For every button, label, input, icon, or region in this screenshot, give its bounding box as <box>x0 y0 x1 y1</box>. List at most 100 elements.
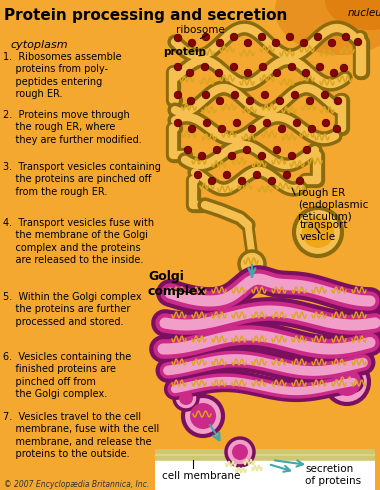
Circle shape <box>183 396 223 436</box>
Ellipse shape <box>275 0 380 55</box>
Circle shape <box>243 146 251 154</box>
Circle shape <box>203 119 211 127</box>
Circle shape <box>342 33 350 41</box>
Circle shape <box>190 403 216 429</box>
Circle shape <box>334 97 342 105</box>
Circle shape <box>314 33 322 41</box>
Text: transport
vesicle: transport vesicle <box>300 220 348 242</box>
Circle shape <box>276 97 284 105</box>
Circle shape <box>226 438 254 466</box>
Circle shape <box>186 69 194 77</box>
Circle shape <box>188 39 196 47</box>
Circle shape <box>223 171 231 179</box>
Circle shape <box>259 63 267 71</box>
Text: secretion
of proteins: secretion of proteins <box>305 464 361 486</box>
Circle shape <box>303 146 311 154</box>
Circle shape <box>268 177 276 185</box>
Circle shape <box>261 91 269 99</box>
Circle shape <box>306 97 314 105</box>
Circle shape <box>228 152 236 160</box>
Circle shape <box>174 119 182 127</box>
Circle shape <box>238 177 246 185</box>
Circle shape <box>294 208 342 256</box>
Circle shape <box>273 146 281 154</box>
Circle shape <box>213 146 221 154</box>
Circle shape <box>198 152 206 160</box>
Circle shape <box>202 91 210 99</box>
Circle shape <box>230 63 238 71</box>
Text: rough ER
(endoplasmic
reticulum): rough ER (endoplasmic reticulum) <box>298 188 368 221</box>
Circle shape <box>174 34 182 42</box>
Circle shape <box>233 119 241 127</box>
Circle shape <box>296 177 304 185</box>
Circle shape <box>174 386 198 410</box>
Circle shape <box>340 64 348 72</box>
Circle shape <box>194 171 202 179</box>
Text: 2.  Proteins move through
    the rough ER, where
    they are further modified.: 2. Proteins move through the rough ER, w… <box>3 110 142 145</box>
Circle shape <box>333 368 361 396</box>
Circle shape <box>253 171 261 179</box>
Circle shape <box>258 33 266 41</box>
Ellipse shape <box>325 0 380 30</box>
Circle shape <box>328 39 336 47</box>
Text: 7.  Vesicles travel to the cell
    membrane, fuse with the cell
    membrane, a: 7. Vesicles travel to the cell membrane,… <box>3 412 159 459</box>
FancyBboxPatch shape <box>155 450 375 490</box>
Circle shape <box>216 39 224 47</box>
Text: 1.  Ribosomes assemble
    proteins from poly-
    peptides entering
    rough E: 1. Ribosomes assemble proteins from poly… <box>3 52 122 99</box>
Circle shape <box>179 391 193 405</box>
Text: 3.  Transport vesicles containing
    the proteins are pinched off
    from the : 3. Transport vesicles containing the pro… <box>3 162 161 197</box>
Circle shape <box>246 97 254 105</box>
Circle shape <box>248 125 256 133</box>
Circle shape <box>174 63 182 71</box>
Circle shape <box>184 146 192 154</box>
Circle shape <box>321 91 329 99</box>
Circle shape <box>286 33 294 41</box>
Circle shape <box>239 251 265 277</box>
Text: 4.  Transport vesicles fuse with
    the membrane of the Golgi
    complex and t: 4. Transport vesicles fuse with the memb… <box>3 218 154 265</box>
Circle shape <box>316 63 324 71</box>
Circle shape <box>258 152 266 160</box>
Text: © 2007 Encyclopædia Britannica, Inc.: © 2007 Encyclopædia Britannica, Inc. <box>4 480 149 489</box>
Circle shape <box>187 97 195 105</box>
Circle shape <box>278 125 286 133</box>
Text: 5.  Within the Golgi complex
    the proteins are further
    processed and stor: 5. Within the Golgi complex the proteins… <box>3 292 142 327</box>
Text: ribosome: ribosome <box>176 25 225 35</box>
Text: nucleus: nucleus <box>348 8 380 18</box>
Circle shape <box>288 63 296 71</box>
Text: Golgi
complex: Golgi complex <box>148 270 206 298</box>
Circle shape <box>288 152 296 160</box>
Circle shape <box>273 69 281 77</box>
Text: cytoplasm: cytoplasm <box>10 40 68 50</box>
Circle shape <box>322 119 330 127</box>
Circle shape <box>263 119 271 127</box>
Circle shape <box>215 69 223 77</box>
Circle shape <box>244 39 252 47</box>
Circle shape <box>330 69 338 77</box>
Circle shape <box>302 69 310 77</box>
Circle shape <box>302 216 334 248</box>
Circle shape <box>188 125 196 133</box>
Circle shape <box>208 177 216 185</box>
Circle shape <box>231 91 239 99</box>
Circle shape <box>333 125 341 133</box>
Text: cell membrane: cell membrane <box>162 471 241 481</box>
Circle shape <box>308 125 316 133</box>
Circle shape <box>230 33 238 41</box>
Text: protein: protein <box>163 47 206 57</box>
Circle shape <box>232 444 248 460</box>
Circle shape <box>216 97 224 105</box>
Circle shape <box>218 125 226 133</box>
Circle shape <box>201 63 209 71</box>
Circle shape <box>202 33 210 41</box>
Text: Protein processing and secretion: Protein processing and secretion <box>4 8 287 23</box>
Circle shape <box>325 360 369 404</box>
Circle shape <box>272 39 280 47</box>
Circle shape <box>300 39 308 47</box>
Circle shape <box>283 171 291 179</box>
Circle shape <box>244 69 252 77</box>
Text: 6.  Vesicles containing the
    finished proteins are
    pinched off from
    t: 6. Vesicles containing the finished prot… <box>3 352 131 399</box>
Circle shape <box>174 91 182 99</box>
Circle shape <box>354 38 362 46</box>
Circle shape <box>291 91 299 99</box>
Circle shape <box>293 119 301 127</box>
